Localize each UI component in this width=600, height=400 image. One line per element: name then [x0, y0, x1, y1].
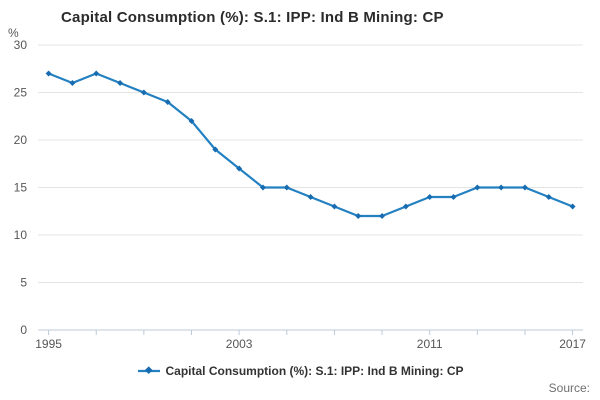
data-point-marker-2002	[212, 146, 219, 153]
y-tick-label-30: 30	[14, 38, 28, 52]
y-tick-label-25: 25	[14, 86, 28, 100]
x-tick-label-2003: 2003	[226, 337, 253, 351]
x-tick-label-2011: 2011	[417, 337, 443, 351]
x-tick-label-2017: 2017	[559, 337, 586, 351]
x-tick-label-1995: 1995	[35, 337, 62, 351]
data-point-marker-2004	[259, 184, 266, 191]
data-point-marker-2017	[569, 203, 576, 210]
data-point-marker-2014	[498, 184, 505, 191]
y-axis-unit-label: %	[8, 26, 19, 40]
data-point-marker-2005	[283, 184, 290, 191]
y-tick-label-0: 0	[20, 323, 27, 337]
y-tick-label-5: 5	[20, 276, 27, 290]
data-point-marker-2009	[379, 213, 386, 219]
data-point-marker-1996	[69, 80, 76, 86]
data-point-marker-2011	[426, 194, 433, 200]
legend-line-marker-icon	[137, 366, 160, 374]
y-tick-label-10: 10	[14, 228, 28, 242]
data-point-marker-2012	[450, 194, 457, 200]
data-point-marker-2008	[355, 213, 362, 219]
chart-legend: Capital Consumption (%): S.1: IPP: Ind B…	[0, 364, 600, 378]
data-point-marker-2013	[474, 184, 481, 191]
y-tick-label-15: 15	[14, 181, 28, 195]
data-point-marker-1998	[117, 80, 124, 86]
data-point-marker-1995	[45, 70, 52, 77]
data-point-marker-2016	[545, 194, 552, 200]
data-point-marker-1997	[93, 70, 100, 77]
source-label: Source:	[548, 381, 590, 395]
data-point-marker-2010	[402, 203, 409, 210]
data-point-marker-2003	[236, 165, 243, 172]
y-tick-label-20: 20	[14, 133, 28, 147]
chart-title: Capital Consumption (%): S.1: IPP: Ind B…	[61, 9, 444, 26]
data-point-marker-2006	[307, 194, 314, 200]
data-point-marker-1999	[140, 89, 147, 96]
data-point-marker-2007	[331, 203, 338, 210]
legend-series-label: Capital Consumption (%): S.1: IPP: Ind B…	[165, 364, 464, 378]
data-point-marker-2015	[521, 184, 528, 191]
